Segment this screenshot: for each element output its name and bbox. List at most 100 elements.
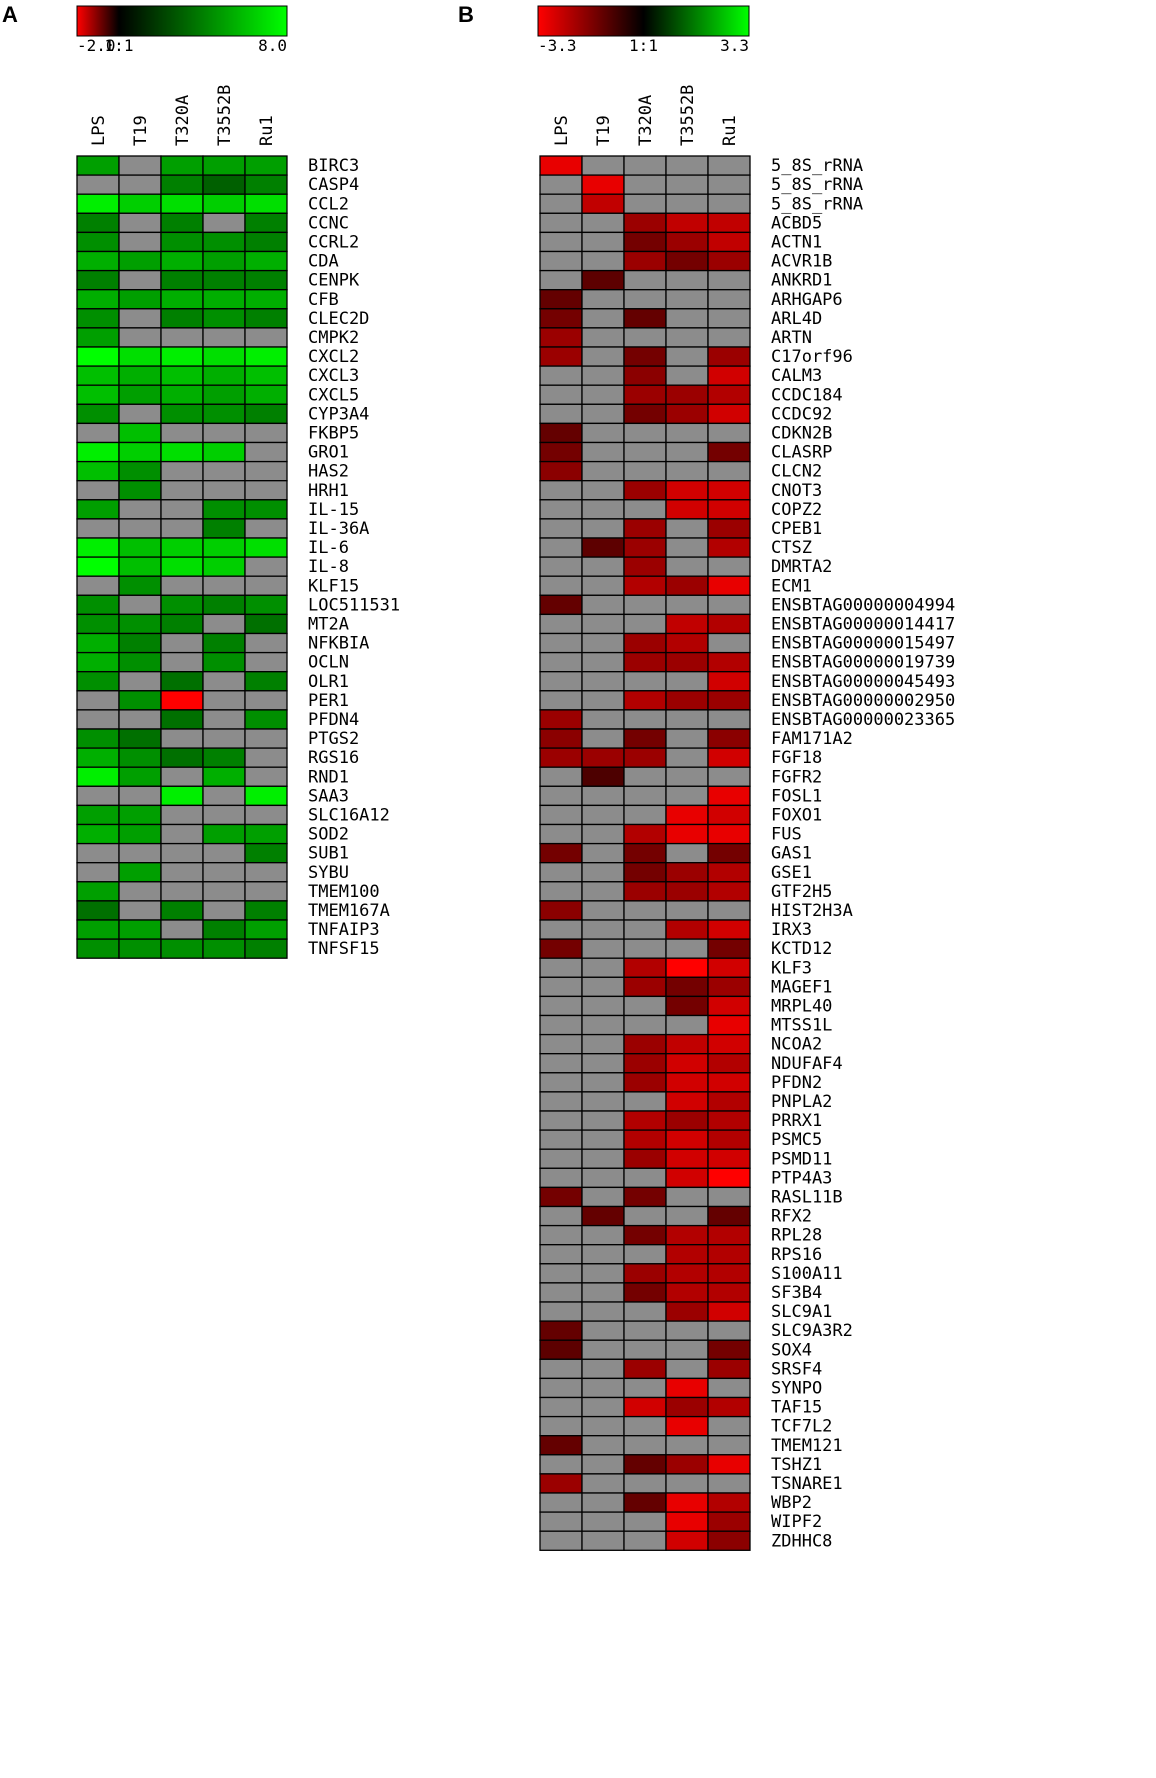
heatmap-cell — [76, 422, 120, 444]
heatmap-cell — [581, 671, 625, 692]
heatmap-cell — [244, 862, 288, 883]
heatmap-cell — [76, 155, 120, 176]
heatmap-cell — [707, 728, 751, 749]
heatmap-cell — [160, 556, 204, 577]
row-label: SOX4 — [771, 1340, 812, 1360]
row-label: TSHZ1 — [771, 1455, 822, 1475]
heatmap-cell — [665, 1244, 709, 1265]
heatmap-cell — [581, 1396, 625, 1418]
heatmap-cell — [581, 785, 625, 807]
heatmap-cell — [539, 613, 583, 635]
heatmap-cell — [244, 289, 288, 310]
heatmap-cell — [76, 671, 120, 692]
heatmap-cell — [623, 747, 667, 768]
heatmap-cell — [539, 842, 583, 864]
row-label: CDKN2B — [771, 424, 832, 444]
heatmap-cell — [665, 690, 709, 711]
heatmap-cell — [665, 1186, 709, 1208]
heatmap-cell — [581, 1072, 625, 1093]
heatmap-cell — [539, 671, 583, 692]
heatmap-cell — [623, 1492, 667, 1513]
heatmap-cell — [623, 155, 667, 176]
heatmap-cell — [623, 327, 667, 348]
heatmap-cell — [76, 403, 120, 425]
row-label: ZDHHC8 — [771, 1531, 832, 1551]
heatmap-cell — [623, 1320, 667, 1341]
row-label: GSE1 — [771, 863, 812, 883]
heatmap-cell — [539, 1454, 583, 1475]
heatmap-cell — [707, 346, 751, 367]
heatmap-cell — [665, 862, 709, 883]
heatmap-cell — [118, 289, 162, 310]
heatmap-cell — [202, 842, 246, 864]
heatmap-cell — [707, 766, 751, 787]
heatmap-cell — [581, 1224, 625, 1246]
heatmap-cell — [707, 1377, 751, 1399]
row-label: HAS2 — [308, 462, 349, 482]
heatmap-cell — [707, 1301, 751, 1322]
heatmap-cell — [623, 537, 667, 558]
heatmap-cell — [539, 651, 583, 673]
panel-b: B -3.3 1:1 3.3 LPS T19 T320A T3552B Ru1 5_8S_rRNA… — [458, 2, 955, 1551]
heatmap-cell — [244, 594, 288, 616]
heatmap-cell — [76, 480, 120, 501]
heatmap-cell — [539, 1282, 583, 1303]
heatmap-cell — [244, 938, 288, 959]
heatmap-cell — [707, 1263, 751, 1284]
heatmap-cell — [539, 1053, 583, 1074]
heatmap-cell — [118, 862, 162, 883]
heatmap-cell — [244, 212, 288, 234]
row-label: IL-8 — [308, 557, 349, 577]
heatmap-cell — [707, 556, 751, 577]
heatmap-cell — [707, 1091, 751, 1112]
heatmap-cell — [539, 1377, 583, 1399]
column-label: T3552B — [215, 85, 235, 146]
heatmap-cell — [623, 804, 667, 826]
row-label: S100A11 — [771, 1264, 843, 1284]
heatmap-cell — [581, 804, 625, 826]
heatmap-cell — [581, 728, 625, 749]
row-label: CCRL2 — [308, 233, 359, 253]
heatmap-cell — [665, 804, 709, 826]
heatmap-cell — [160, 900, 204, 921]
heatmap-cell — [244, 556, 288, 577]
row-label: TNFAIP3 — [308, 920, 380, 940]
heatmap-cell — [581, 1435, 625, 1456]
row-label: C17orf96 — [771, 347, 853, 367]
heatmap-cell — [202, 613, 246, 635]
heatmap-cell — [665, 1530, 709, 1551]
heatmap-cell — [581, 862, 625, 883]
heatmap-cell — [623, 1358, 667, 1380]
heatmap-cell — [665, 1263, 709, 1284]
row-label: ENSBTAG00000004994 — [771, 595, 955, 615]
heatmap-cell — [581, 995, 625, 1017]
row-label: CDA — [308, 252, 339, 272]
heatmap-cell — [623, 422, 667, 444]
heatmap-cell — [623, 289, 667, 310]
heatmap-cell — [76, 747, 120, 768]
heatmap-cell — [539, 1072, 583, 1093]
heatmap-cell — [707, 460, 751, 482]
row-label: WIPF2 — [771, 1512, 822, 1532]
row-label: TAF15 — [771, 1398, 822, 1418]
scale-max-label: 3.3 — [720, 36, 749, 55]
heatmap-cell — [244, 499, 288, 520]
row-label: OCLN — [308, 653, 349, 673]
heatmap-cell — [581, 1033, 625, 1055]
heatmap-cell — [623, 250, 667, 272]
heatmap-cell — [539, 1263, 583, 1284]
heatmap-cell — [202, 346, 246, 367]
row-label: SYNPO — [771, 1379, 822, 1399]
heatmap-cell — [539, 575, 583, 596]
heatmap-cell — [623, 1263, 667, 1284]
heatmap-cell — [665, 384, 709, 405]
heatmap-cell — [707, 1053, 751, 1074]
row-label: PNPLA2 — [771, 1092, 832, 1112]
heatmap-cell — [623, 460, 667, 482]
heatmap-cell — [202, 651, 246, 673]
heatmap-cell — [244, 709, 288, 730]
heatmap-cell — [707, 709, 751, 730]
heatmap-cell — [665, 365, 709, 386]
heatmap-cell — [160, 747, 204, 768]
heatmap-cell — [581, 1358, 625, 1380]
